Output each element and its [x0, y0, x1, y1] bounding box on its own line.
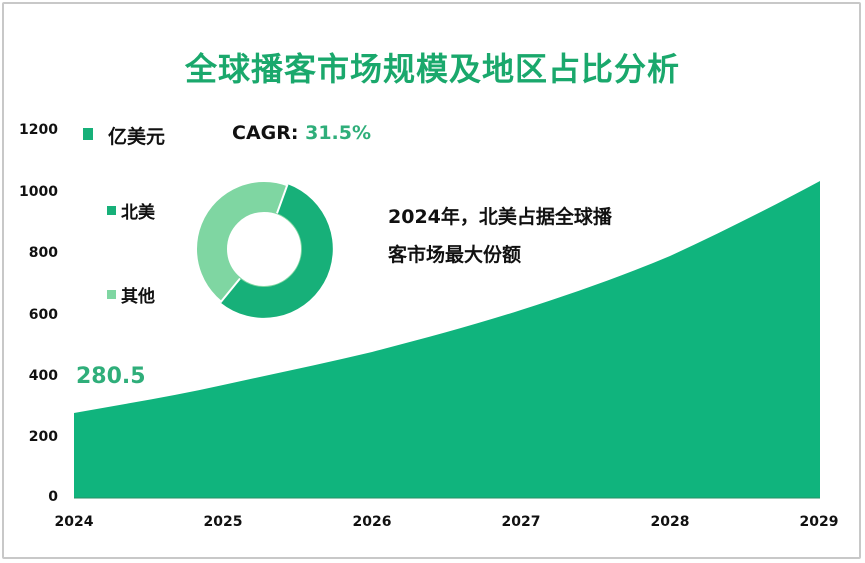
chart-title: 全球播客市场规模及地区占比分析 — [184, 50, 680, 88]
y-tick-800: 800 — [28, 245, 58, 261]
legend-unit-label: 亿美元 — [108, 126, 166, 148]
y-tick-1200: 1200 — [19, 122, 58, 138]
region-donut — [197, 182, 333, 318]
y-tick-400: 400 — [28, 368, 58, 384]
donut-separator — [219, 277, 241, 304]
cagr-value: 31.5% — [305, 122, 372, 144]
region-note-line2: 客市场最大份额 — [388, 244, 522, 266]
legend-north-america-label: 北美 — [121, 203, 155, 223]
x-tick-2025: 2025 — [203, 514, 243, 530]
legend-unit-swatch — [83, 128, 93, 140]
y-tick-0: 0 — [48, 489, 58, 505]
region-note-line1: 2024年，北美占据全球播 — [388, 206, 612, 228]
x-tick-2029: 2029 — [799, 514, 839, 530]
x-tick-2027: 2027 — [501, 514, 541, 530]
donut-separator — [276, 183, 289, 214]
region-note: 2024年，北美占据全球播 客市场最大份额 — [388, 198, 612, 274]
market-size-area — [74, 181, 820, 498]
cagr-label: CAGR: 31.5% — [232, 122, 371, 144]
y-tick-1000: 1000 — [19, 184, 58, 200]
donut-north-america-slice — [220, 184, 333, 318]
cagr-text: CAGR: — [232, 122, 299, 144]
legend-other-label: 其他 — [121, 287, 155, 307]
legend-other-swatch — [107, 290, 116, 299]
x-tick-2028: 2028 — [650, 514, 690, 530]
first-value-label: 280.5 — [76, 364, 146, 389]
x-tick-2024: 2024 — [54, 514, 94, 530]
y-tick-600: 600 — [28, 307, 58, 323]
legend-north-america-swatch — [107, 206, 116, 215]
x-tick-2026: 2026 — [352, 514, 392, 530]
y-tick-200: 200 — [28, 429, 58, 445]
